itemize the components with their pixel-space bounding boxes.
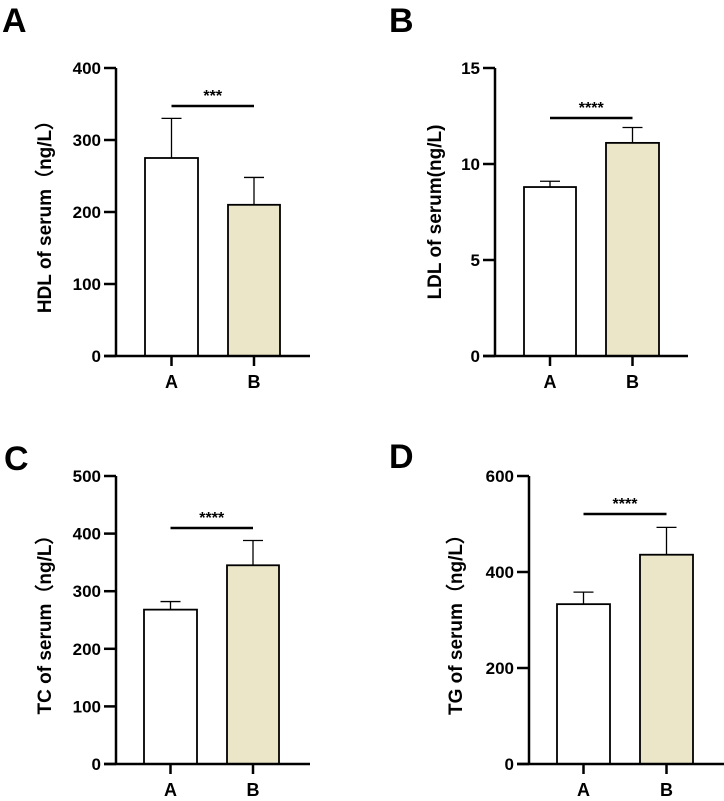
panel-letter: D [389, 438, 414, 476]
bar-a [523, 186, 577, 357]
bar-b [605, 141, 660, 357]
y-tick-label: 0 [471, 347, 480, 366]
x-tick-label: A [165, 372, 178, 392]
y-tick-label: 0 [505, 755, 514, 774]
panel-a: A A B 0 100 200 300 400 HDL of serum（ng/L） *** [2, 2, 310, 392]
y-axis-label: TC of serum（ng/L） [33, 526, 56, 715]
x-tick-label: A [544, 372, 557, 392]
significance-label: *** [203, 88, 222, 105]
y-tick-label: 200 [73, 640, 101, 659]
y-tick-label: 400 [73, 525, 101, 544]
y-tick-label: 100 [73, 275, 101, 294]
bar-b [226, 564, 280, 765]
y-tick-label: 100 [73, 697, 101, 716]
y-axis-label: TG of serum（ng/L） [444, 525, 467, 715]
bar-a [144, 157, 199, 357]
y-tick-label: 200 [486, 659, 514, 678]
y-tick-label: 400 [73, 59, 101, 78]
panel-letter: B [389, 2, 414, 40]
y-tick-label: 0 [92, 347, 101, 366]
y-tick-label: 400 [486, 563, 514, 582]
y-tick-label: 200 [73, 203, 101, 222]
panel-c: C A B 0 100 200 300 400 500 TC of serum（ng/L） **** [4, 440, 310, 800]
x-tick-label: A [164, 780, 177, 800]
x-tick-label: A [577, 780, 590, 800]
bar-a [143, 608, 198, 765]
y-tick-label: 600 [486, 467, 514, 486]
panel-letter: A [2, 2, 27, 40]
bar-b [227, 203, 281, 357]
bar-a [556, 603, 611, 765]
y-tick-label: 300 [73, 582, 101, 601]
bar-b [639, 553, 694, 765]
significance-label: **** [199, 510, 225, 527]
panel-b: B A B 0 5 10 15 LDL of serum(ng/L) **** [389, 2, 688, 392]
y-axis-label: LDL of serum(ng/L) [425, 125, 446, 300]
significance-label: **** [613, 496, 639, 513]
y-tick-label: 300 [73, 131, 101, 150]
y-tick-label: 5 [471, 251, 480, 270]
y-tick-label: 15 [461, 59, 480, 78]
x-tick-label: B [248, 372, 261, 392]
y-tick-label: 0 [92, 755, 101, 774]
significance-label: **** [579, 100, 605, 117]
panel-letter: C [4, 440, 29, 478]
x-tick-label: B [660, 780, 673, 800]
x-tick-label: B [247, 780, 260, 800]
y-axis-label: HDL of serum（ng/L） [33, 111, 56, 313]
x-tick-label: B [626, 372, 639, 392]
panel-d: D A B 0 200 400 600 TG of serum（ng/L） **** [389, 438, 724, 800]
y-tick-label: 500 [73, 467, 101, 486]
y-tick-label: 10 [461, 155, 480, 174]
